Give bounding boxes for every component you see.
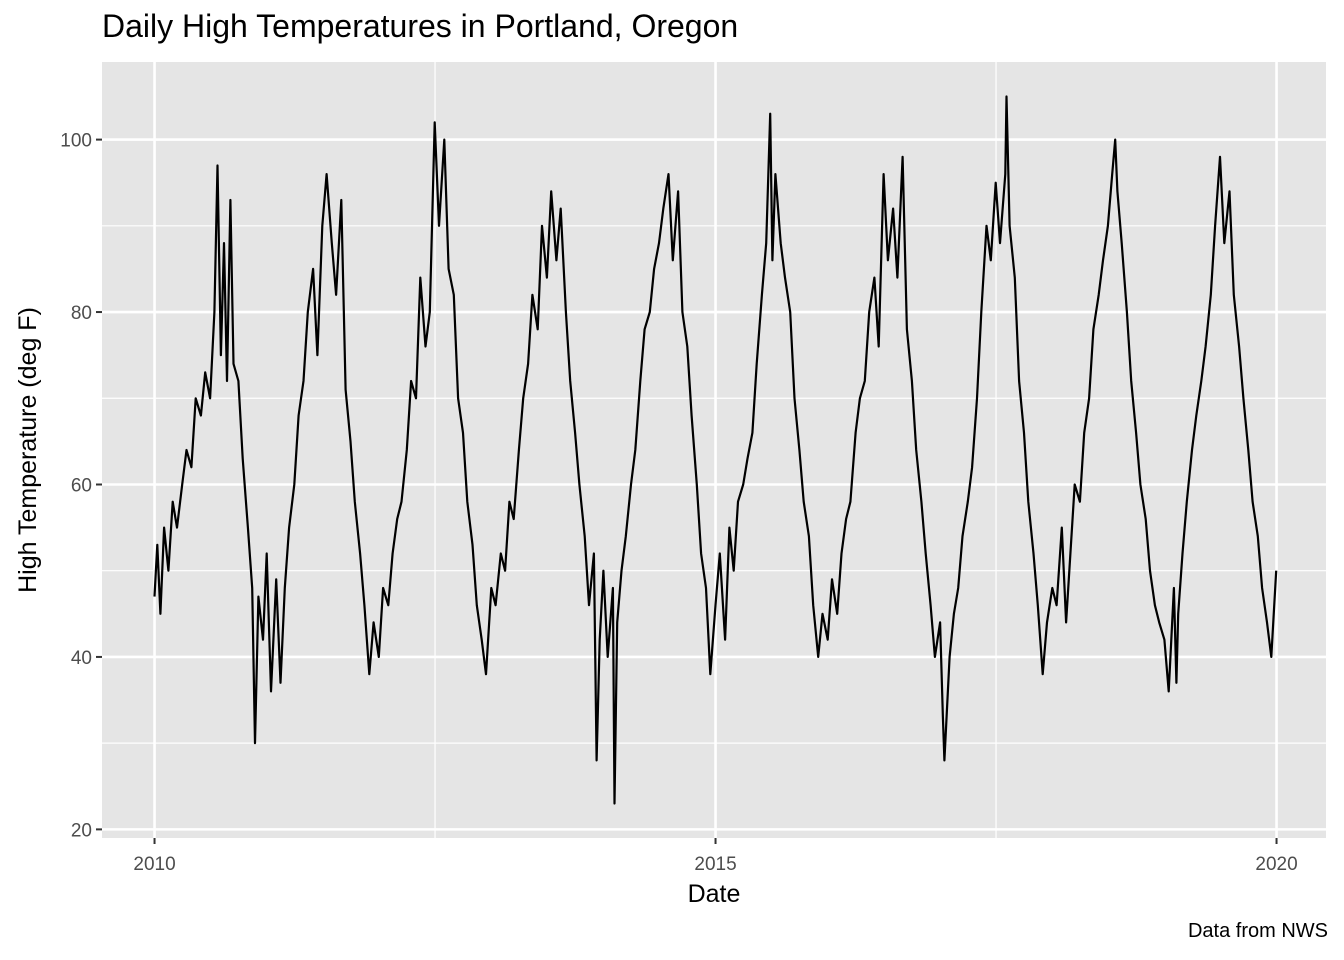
y-tick-label: 80 — [71, 303, 92, 324]
y-tick-label: 100 — [60, 131, 92, 152]
series-layer — [153, 95, 1278, 805]
y-tick-label: 40 — [71, 648, 92, 669]
chart-caption: Data from NWS — [1187, 920, 1328, 942]
y-tick-label: 60 — [71, 475, 92, 496]
y-axis-title: High Temperature (deg F) — [14, 307, 42, 593]
y-tick-label: 20 — [71, 820, 92, 841]
major-grid — [102, 62, 1326, 838]
x-tick-label: 2010 — [133, 854, 175, 875]
temperature-series-line — [153, 95, 1278, 805]
plot-panel — [102, 62, 1326, 838]
x-axis: 2010 2015 2020 — [133, 838, 1298, 875]
chart-title: Daily High Temperatures in Portland, Ore… — [102, 8, 739, 44]
x-tick-label: 2020 — [1255, 854, 1297, 875]
y-axis: 20 40 60 80 100 — [60, 131, 102, 841]
x-tick-label: 2015 — [694, 854, 736, 875]
minor-grid — [102, 62, 1326, 838]
x-axis-title: Date — [688, 880, 741, 908]
